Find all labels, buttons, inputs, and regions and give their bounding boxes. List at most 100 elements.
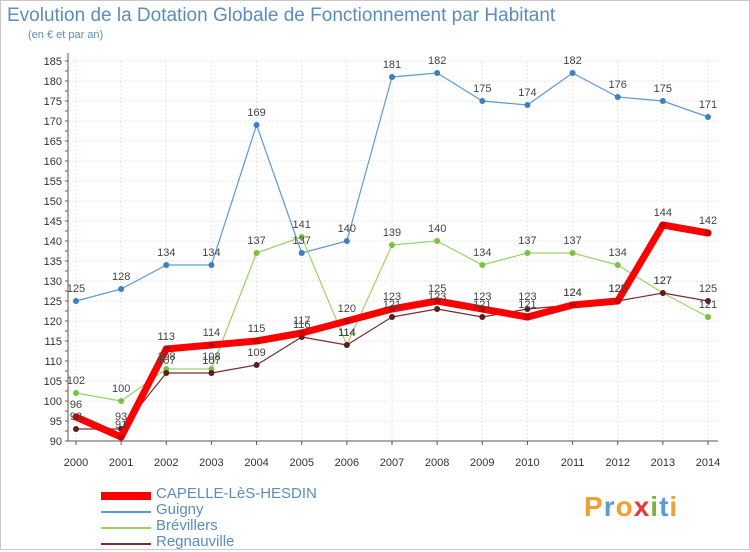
data-label-br-villers: 134 <box>609 247 627 259</box>
data-point-guigny <box>73 298 79 304</box>
data-label-br-villers: 102 <box>67 375 85 387</box>
data-point-guigny <box>163 262 170 268</box>
y-tick-label: 135 <box>44 256 62 268</box>
x-tick-label: 2010 <box>515 457 539 469</box>
data-point-regnauville <box>524 306 531 312</box>
data-label-capelle-l-s-hesdin: 124 <box>563 287 581 299</box>
data-label-br-villers: 114 <box>338 327 356 339</box>
data-label-capelle-l-s-hesdin: 123 <box>383 291 401 303</box>
data-label-guigny: 171 <box>699 99 717 111</box>
y-tick-label: 120 <box>44 316 62 328</box>
y-tick-label: 145 <box>44 216 62 228</box>
data-label-regnauville: 125 <box>609 283 627 295</box>
logo-letter: P <box>584 491 604 522</box>
data-label-regnauville: 107 <box>202 355 220 367</box>
data-label-br-villers: 139 <box>383 227 401 239</box>
data-point-br-villers <box>479 262 486 268</box>
y-tick-label: 115 <box>44 336 62 348</box>
x-tick-label: 2012 <box>605 457 629 469</box>
data-label-br-villers: 121 <box>699 299 717 311</box>
proxiti-logo: Proxiti <box>584 491 678 523</box>
data-label-regnauville: 127 <box>654 275 672 287</box>
y-tick-label: 180 <box>44 76 62 88</box>
x-tick-label: 2001 <box>109 457 133 469</box>
data-point-capelle-l-s-hesdin <box>659 221 667 229</box>
y-tick-label: 95 <box>50 416 62 428</box>
data-label-capelle-l-s-hesdin: 91 <box>115 419 127 431</box>
data-point-capelle-l-s-hesdin <box>704 229 712 237</box>
data-label-guigny: 174 <box>518 87 536 99</box>
data-point-capelle-l-s-hesdin <box>433 297 441 305</box>
y-tick-label: 170 <box>44 116 62 128</box>
data-label-capelle-l-s-hesdin: 115 <box>248 323 266 335</box>
data-point-capelle-l-s-hesdin <box>523 313 531 321</box>
y-tick-label: 100 <box>44 396 62 408</box>
data-label-capelle-l-s-hesdin: 142 <box>699 215 717 227</box>
data-label-guigny: 128 <box>112 271 130 283</box>
data-label-capelle-l-s-hesdin: 121 <box>518 299 536 311</box>
y-tick-label: 165 <box>44 136 62 148</box>
y-tick-label: 175 <box>44 96 62 108</box>
data-label-guigny: 125 <box>67 283 85 295</box>
x-tick-label: 2005 <box>289 457 313 469</box>
data-point-regnauville <box>479 314 486 320</box>
data-label-capelle-l-s-hesdin: 144 <box>654 207 672 219</box>
data-label-capelle-l-s-hesdin: 113 <box>158 331 176 343</box>
y-tick-label: 130 <box>44 276 62 288</box>
legend-label-capelle: CAPELLE-LèS-HESDIN <box>156 485 317 502</box>
logo-letter: t <box>659 491 670 522</box>
legend-label-guigny: Guigny <box>156 501 204 518</box>
data-label-capelle-l-s-hesdin: 125 <box>428 283 446 295</box>
data-point-br-villers <box>253 250 260 256</box>
x-tick-label: 2004 <box>244 457 268 469</box>
logo-letter: o <box>615 491 634 522</box>
legend-swatch-capelle <box>101 492 151 500</box>
data-point-regnauville <box>208 370 215 376</box>
data-label-guigny: 176 <box>609 79 627 91</box>
data-point-guigny <box>298 250 305 256</box>
y-tick-label: 125 <box>44 296 62 308</box>
data-label-br-villers: 137 <box>518 235 536 247</box>
data-label-guigny: 140 <box>338 223 356 235</box>
data-label-br-villers: 141 <box>293 219 311 231</box>
data-point-capelle-l-s-hesdin <box>72 413 80 421</box>
data-label-br-villers: 108 <box>202 351 220 363</box>
data-point-br-villers <box>705 314 711 320</box>
y-tick-label: 185 <box>44 56 62 68</box>
y-tick-label: 110 <box>44 356 62 368</box>
data-label-guigny: 134 <box>157 247 175 259</box>
data-point-guigny <box>389 74 395 80</box>
data-label-regnauville: 114 <box>338 327 356 339</box>
data-point-regnauville <box>389 314 395 320</box>
data-point-guigny <box>705 114 711 120</box>
data-point-regnauville <box>434 306 441 312</box>
x-tick-label: 2009 <box>470 457 494 469</box>
y-tick-label: 150 <box>44 196 62 208</box>
data-point-guigny <box>569 70 576 76</box>
x-tick-label: 2000 <box>64 457 88 469</box>
data-point-capelle-l-s-hesdin <box>207 341 215 349</box>
data-label-br-villers: 100 <box>112 383 130 395</box>
x-tick-label: 2013 <box>651 457 675 469</box>
chart-title: Evolution de la Dotation Globale de Fonc… <box>7 5 556 26</box>
legend-label-regnauville: Regnauville <box>156 533 235 550</box>
logo-letter: i <box>650 491 660 522</box>
data-label-capelle-l-s-hesdin: 96 <box>70 399 82 411</box>
y-tick-label: 105 <box>44 376 62 388</box>
data-label-br-villers: 140 <box>428 223 446 235</box>
data-point-capelle-l-s-hesdin <box>253 337 261 345</box>
data-point-br-villers <box>298 234 305 240</box>
x-tick-label: 2014 <box>696 457 720 469</box>
data-point-capelle-l-s-hesdin <box>117 433 125 441</box>
data-point-guigny <box>118 286 125 292</box>
data-point-capelle-l-s-hesdin <box>298 329 306 337</box>
data-label-guigny: 169 <box>247 107 265 119</box>
logo-letter: x <box>633 491 651 522</box>
data-point-br-villers <box>434 238 441 244</box>
data-label-regnauville: 123 <box>518 291 536 303</box>
x-tick-label: 2007 <box>380 457 404 469</box>
data-point-capelle-l-s-hesdin <box>478 305 486 313</box>
data-point-capelle-l-s-hesdin <box>569 301 577 309</box>
data-label-regnauville: 93 <box>70 411 82 423</box>
